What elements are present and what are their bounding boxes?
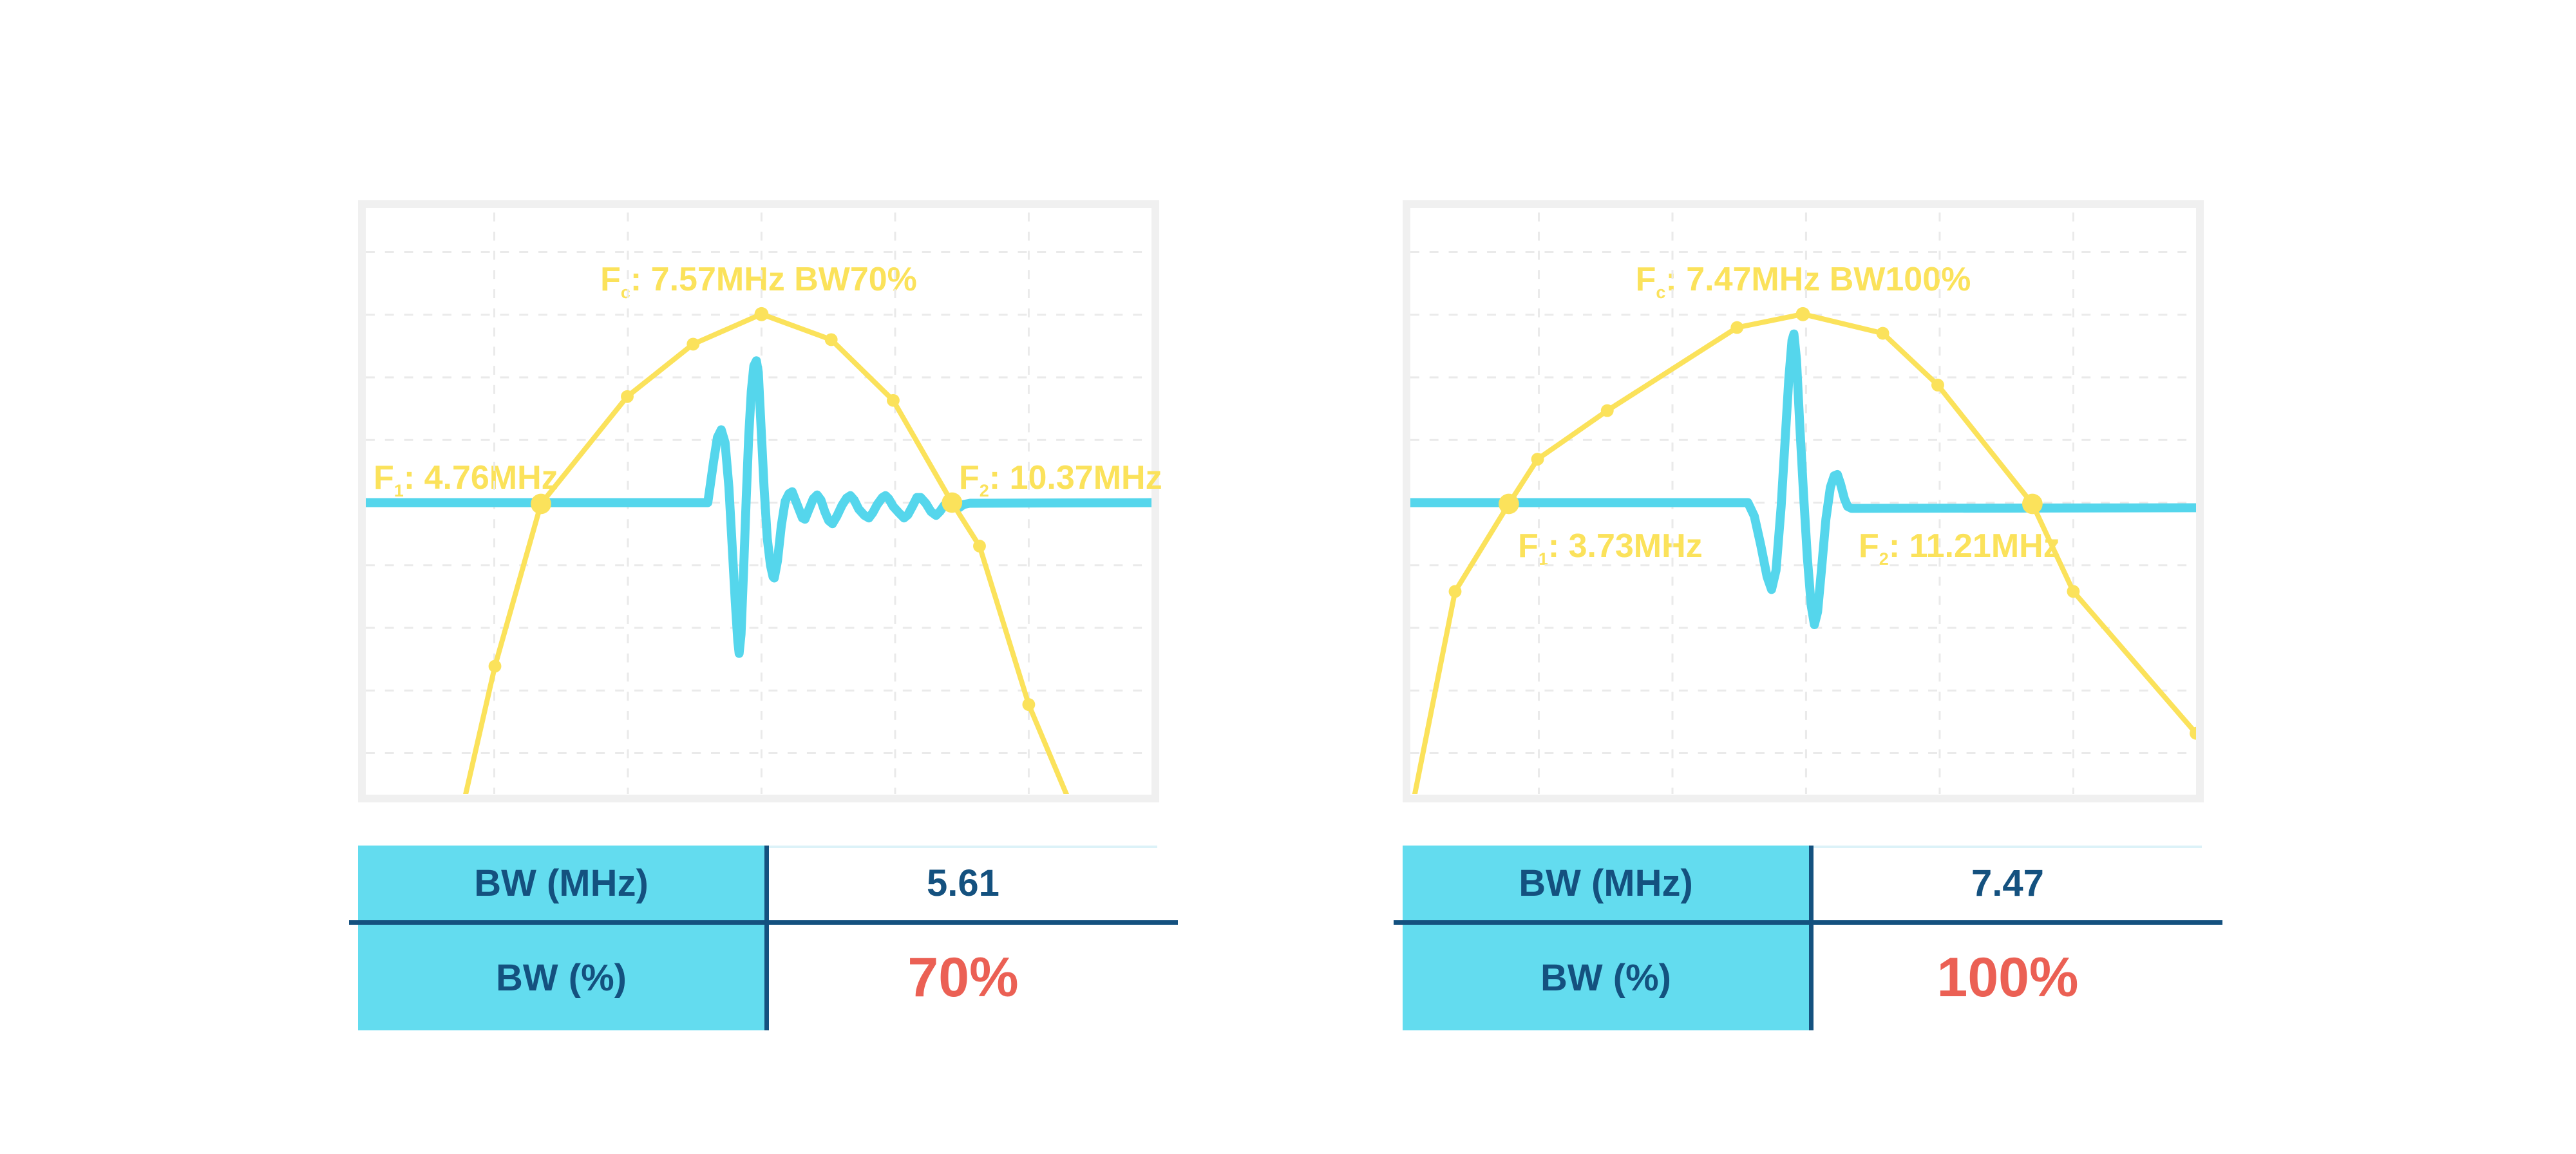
table-top-rule xyxy=(1809,846,2202,848)
spectrum-data-point xyxy=(887,393,900,407)
spectrum-data-point xyxy=(1600,404,1614,417)
spectrum-data-point xyxy=(1498,493,1519,515)
f2-symbol: F xyxy=(1859,527,1879,565)
f2-subscript: 2 xyxy=(1879,549,1889,569)
bw-mhz-value: 5.61 xyxy=(927,862,999,904)
spectrum-data-point xyxy=(824,333,838,346)
spectrum-data-point xyxy=(2067,585,2080,598)
bw-percent-value: 70% xyxy=(907,946,1019,1008)
f1-value-text: : 4.76MHz xyxy=(403,459,558,497)
fc-value-text: : 7.57MHz BW70% xyxy=(630,261,917,298)
bw-percent-value: 100% xyxy=(1937,946,2079,1008)
spectrum-data-point xyxy=(1448,585,1462,598)
f2-annotation: F2: 10.37MHz xyxy=(959,459,1162,500)
spectrum-data-point xyxy=(2022,493,2043,515)
bw-mhz-value: 7.47 xyxy=(1971,862,2044,904)
table-top-rule xyxy=(764,846,1157,848)
spectrum-data-point xyxy=(531,493,551,515)
center-frequency-annotation: Fc: 7.47MHz BW100% xyxy=(1410,261,2196,301)
f2-symbol: F xyxy=(959,459,980,497)
bandwidth-table-bw70: BW (MHz) 5.61 BW (%) 70% xyxy=(349,846,1178,1030)
spectrum-data-point xyxy=(1876,326,1889,340)
spectrum-data-point xyxy=(754,307,769,321)
bw-mhz-label: BW (MHz) xyxy=(474,862,649,904)
table-row-divider xyxy=(1394,920,2222,925)
fc-symbol: F xyxy=(1635,261,1656,298)
bw-percent-label: BW (%) xyxy=(1540,956,1671,999)
table-row-divider xyxy=(349,920,1178,925)
spectrum-data-point xyxy=(621,390,634,403)
spectrum-data-point xyxy=(2190,726,2196,740)
f1-symbol: F xyxy=(1518,527,1539,565)
spectrum-data-point xyxy=(1795,307,1810,321)
f2-value-text: : 11.21MHz xyxy=(1888,527,2060,565)
chart-panel-bw70: Fc: 7.57MHz BW70% F1: 4.76MHz F2: 10.37M… xyxy=(358,200,1162,802)
spectrum-curve xyxy=(463,311,1070,794)
f1-annotation: F1: 3.73MHz xyxy=(1518,527,1703,568)
table-header-column xyxy=(358,846,764,1030)
waveform-curve xyxy=(1410,329,2196,629)
spectrum-data-point xyxy=(942,492,963,513)
f1-subscript: 1 xyxy=(393,481,404,501)
table-header-column xyxy=(1403,846,1809,1030)
waveform-curve xyxy=(366,356,1151,658)
table-column-divider xyxy=(1809,846,1814,1030)
center-frequency-annotation: Fc: 7.57MHz BW70% xyxy=(366,261,1151,301)
table-column-divider xyxy=(764,846,769,1030)
f2-annotation: F2: 11.21MHz xyxy=(1859,527,2060,568)
f1-value-text: : 3.73MHz xyxy=(1548,527,1703,565)
fc-subscript: c xyxy=(1656,283,1666,303)
bandwidth-table-bw100: BW (MHz) 7.47 BW (%) 100% xyxy=(1394,846,2222,1030)
bw-mhz-label: BW (MHz) xyxy=(1519,862,1693,904)
chart-panel-bw100: Fc: 7.47MHz BW100% F1: 3.73MHz F2: 11.21… xyxy=(1403,200,2204,802)
chart-canvas xyxy=(1410,213,2196,794)
spectrum-data-point xyxy=(973,540,986,553)
f1-subscript: 1 xyxy=(1538,549,1548,569)
spectrum-data-point xyxy=(1022,698,1036,711)
bw-percent-label: BW (%) xyxy=(496,956,627,999)
f2-value-text: : 10.37MHz xyxy=(989,459,1162,497)
spectrum-data-point xyxy=(1730,321,1744,334)
fc-symbol: F xyxy=(600,261,621,298)
f2-subscript: 2 xyxy=(979,481,989,501)
spectrum-data-point xyxy=(1931,379,1944,392)
chart-canvas xyxy=(366,213,1151,794)
spectrum-curve xyxy=(1412,311,2196,794)
spectrum-data-point xyxy=(1531,453,1544,466)
spectrum-data-point xyxy=(687,337,700,351)
fc-value-text: : 7.47MHz BW100% xyxy=(1665,261,1971,298)
spectrum-data-point xyxy=(488,659,502,673)
f1-annotation: F1: 4.76MHz xyxy=(374,459,558,500)
f1-symbol: F xyxy=(374,459,394,497)
